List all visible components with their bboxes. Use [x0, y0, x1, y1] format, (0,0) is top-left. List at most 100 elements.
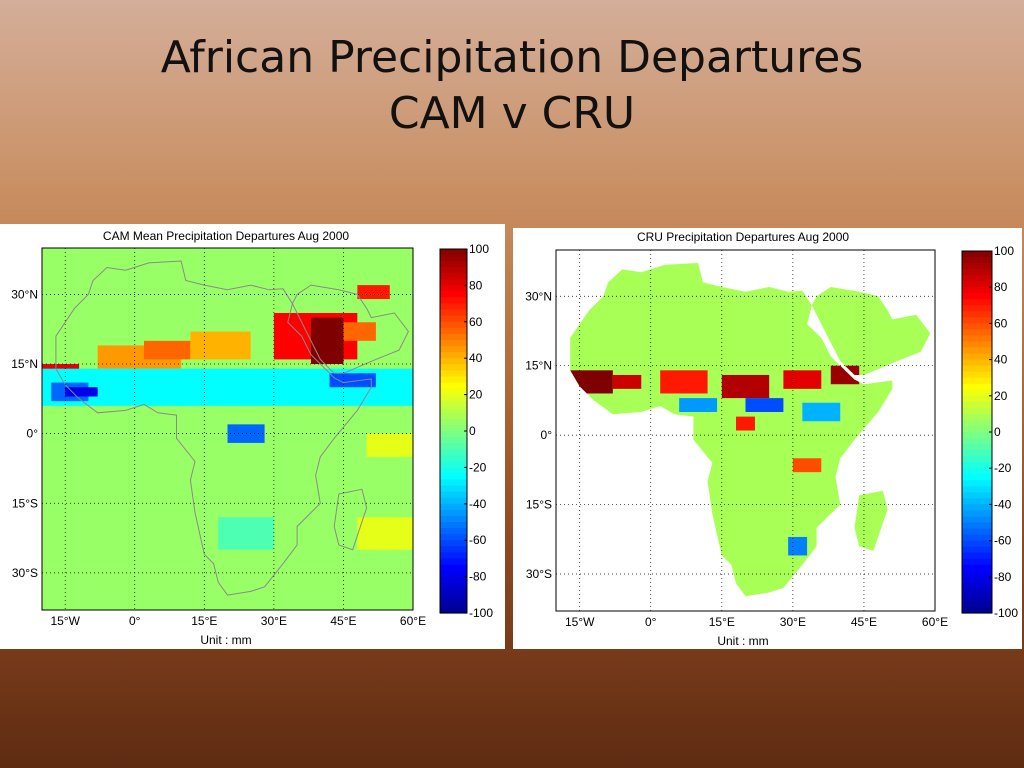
- cru-chart-title: CRU Precipitation Departures Aug 2000: [637, 230, 849, 244]
- cam-colorbar-segment: [440, 503, 467, 511]
- cru-colorbar-label: 80: [994, 280, 1008, 294]
- cam-colorbar-label: 0: [469, 424, 476, 438]
- cru-colorbar-segment: [962, 486, 992, 493]
- cam-colorbar-segment: [440, 303, 467, 311]
- cam-colorbar-segment: [440, 340, 467, 347]
- cru-colorbar-segment: [962, 522, 992, 530]
- cru-heatmap-cell: [721, 374, 770, 399]
- cam-colorbar-segment: [440, 431, 467, 438]
- cam-colorbar-segment: [440, 267, 467, 274]
- cru-colorbar-segment: [962, 425, 992, 433]
- cam-heatmap-cell: [357, 285, 390, 300]
- cam-chart-panel: CAM Mean Precipitation Departures Aug 20…: [0, 224, 505, 649]
- cru-colorbar-label: 20: [994, 389, 1008, 403]
- cam-colorbar-segment: [440, 546, 467, 553]
- cru-colorbar-segment: [962, 269, 992, 276]
- cam-colorbar-segment: [440, 570, 467, 578]
- cam-colorbar-segment: [440, 552, 467, 559]
- cru-colorbar-segment: [962, 510, 992, 518]
- cru-heatmap-cell: [830, 365, 860, 385]
- cam-colorbar-segment: [440, 540, 467, 547]
- cam-colorbar-segment: [440, 412, 467, 420]
- cru-colorbar-segment: [962, 564, 992, 572]
- cru-x-tick-label: 45°E: [851, 615, 877, 629]
- cru-colorbar-segment: [962, 456, 992, 463]
- cru-colorbar-label: -100: [994, 606, 1018, 620]
- cam-colorbar-label: 100: [469, 242, 489, 256]
- cam-colorbar-segment: [440, 279, 467, 286]
- cam-colorbar-label: 80: [469, 278, 483, 292]
- cru-colorbar-segment: [962, 528, 992, 536]
- cam-coastline-madagascar: [333, 488, 368, 551]
- cru-x-tick-label: 0°: [645, 615, 657, 629]
- cru-heatmap-cell: [783, 370, 822, 389]
- cru-y-tick-label: 15°S: [526, 498, 552, 512]
- cru-colorbar-segment: [962, 383, 992, 391]
- cru-colorbar-segment: [962, 275, 992, 282]
- cru-colorbar-segment: [962, 582, 992, 590]
- cam-colorbar-segment: [440, 509, 467, 517]
- cam-colorbar-segment: [440, 352, 467, 359]
- cru-colorbar-label: -40: [994, 497, 1012, 511]
- cru-colorbar-segment: [962, 540, 992, 548]
- cam-y-tick-label: 0°: [27, 427, 39, 441]
- cam-coastline-africa: [55, 260, 372, 596]
- cru-colorbar-segment: [962, 468, 992, 475]
- cam-y-tick-label: 30°N: [11, 287, 38, 301]
- cru-land-arabia: [811, 287, 931, 375]
- cru-colorbar-segment: [962, 359, 992, 367]
- cam-colorbar-segment: [440, 497, 467, 505]
- cam-colorbar-segment: [440, 406, 467, 414]
- cam-colorbar-segment: [440, 467, 467, 475]
- cam-plot-frame: [41, 247, 414, 611]
- cru-colorbar-segment: [962, 365, 992, 373]
- cam-colorbar-segment: [440, 376, 467, 384]
- cru-colorbar-segment: [962, 516, 992, 524]
- cru-heatmap-cell: [745, 398, 784, 412]
- cam-colorbar-label: -100: [469, 606, 493, 620]
- cam-x-tick-label: 45°E: [330, 614, 356, 628]
- cru-x-tick-label: 15°E: [709, 615, 735, 629]
- cam-colorbar-segment: [440, 485, 467, 493]
- cru-x-tick-label: 30°E: [780, 615, 806, 629]
- cam-colorbar-label: -20: [469, 460, 487, 474]
- cam-y-tick-label: 15°N: [11, 357, 38, 371]
- cam-x-tick-label: 30°E: [261, 614, 287, 628]
- cam-colorbar-segment: [440, 437, 467, 444]
- cam-colorbar-segment: [440, 443, 467, 450]
- cru-colorbar-segment: [962, 438, 992, 445]
- cam-heatmap-cell: [329, 373, 376, 388]
- cru-colorbar-segment: [962, 353, 992, 361]
- cam-colorbar-segment: [440, 534, 467, 541]
- cam-colorbar-segment: [440, 461, 467, 468]
- cru-colorbar-segment: [962, 287, 992, 294]
- cru-chart-panel: CRU Precipitation Departures Aug 2000 15…: [513, 228, 1022, 649]
- cru-colorbar-segment: [962, 401, 992, 409]
- cru-colorbar-segment: [962, 395, 992, 403]
- cru-colorbar-segment: [962, 480, 992, 487]
- cam-colorbar-segment: [440, 606, 467, 614]
- cam-colorbar-segment: [440, 576, 467, 584]
- cru-colorbar-segment: [962, 450, 992, 457]
- cru-plot-frame: [555, 249, 936, 612]
- cru-colorbar-segment: [962, 462, 992, 469]
- cam-colorbar-label: -60: [469, 533, 487, 547]
- cam-colorbar-segment: [440, 321, 467, 329]
- cru-colorbar-segment: [962, 570, 992, 578]
- cam-colorbar-segment: [440, 564, 467, 572]
- cam-colorbar-segment: [440, 479, 467, 487]
- cam-colorbar-segment: [440, 309, 467, 317]
- cru-heatmap-cell: [612, 374, 642, 389]
- cam-y-tick-label: 15°S: [12, 496, 38, 510]
- cam-colorbar-segment: [440, 449, 467, 456]
- cru-heatmap-cell: [792, 458, 822, 473]
- cam-colorbar-segment: [440, 285, 467, 293]
- cam-heatmap-cell: [343, 322, 376, 341]
- cru-land-madagascar: [854, 490, 888, 551]
- cru-colorbar-segment: [962, 474, 992, 481]
- cru-colorbar-label: -20: [994, 461, 1012, 475]
- cam-colorbar-segment: [440, 558, 467, 566]
- cam-colorbar-segment: [440, 600, 467, 608]
- cru-colorbar-segment: [962, 305, 992, 312]
- cam-heatmap-cell: [366, 433, 413, 457]
